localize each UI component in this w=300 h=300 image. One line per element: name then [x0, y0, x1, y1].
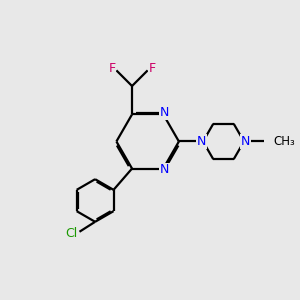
- Text: Cl: Cl: [65, 227, 78, 240]
- Text: N: N: [197, 135, 206, 148]
- Text: CH₃: CH₃: [274, 135, 296, 148]
- Text: F: F: [109, 62, 116, 76]
- Text: N: N: [241, 135, 250, 148]
- Text: N: N: [160, 164, 169, 176]
- Text: N: N: [160, 106, 169, 119]
- Text: F: F: [148, 62, 155, 76]
